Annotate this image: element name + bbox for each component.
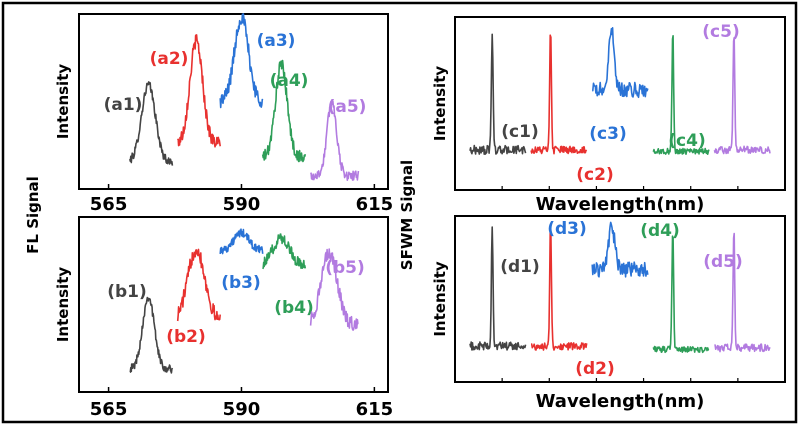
panel-d-xlabel: Wavelength(nm) — [536, 391, 705, 412]
panel-c: Intensity Wavelength(nm) (c1) (c2) (c3) (c4) (… — [431, 16, 786, 215]
series-b1-line — [129, 296, 174, 374]
series-a2-line — [177, 34, 221, 148]
series-c3-line — [591, 26, 649, 99]
series-b4-label: (b4) — [274, 298, 314, 318]
series-b3-line — [219, 228, 264, 255]
panel-b: Intensity 565 590 615 (b1) (b2) (b3) (b4) (b5) — [54, 216, 394, 420]
series-d1-label: (d1) — [500, 257, 540, 277]
panel-a-frame — [78, 13, 389, 190]
series-b2-label: (b2) — [166, 327, 206, 347]
panel-a: Intensity 565 590 615 (a1) (a2) (a3) (a4) (a5) — [54, 13, 394, 215]
series-c1-label: (c1) — [501, 122, 538, 142]
series-d4-label: (d4) — [640, 221, 680, 241]
series-b2-line — [176, 248, 221, 322]
series-a4-label: (a4) — [270, 71, 309, 91]
panel-b-xtick-label: 565 — [90, 399, 128, 420]
series-a1-label: (a1) — [104, 95, 143, 115]
series-c2-label: (c2) — [576, 165, 613, 185]
series-b5-line — [309, 248, 359, 331]
panel-d-ylabel: Intensity — [431, 261, 449, 337]
series-d3-label: (d3) — [547, 219, 587, 239]
panel-c-frame — [454, 16, 786, 191]
series-a4-line — [261, 59, 307, 163]
panel-a-xtick-label: 565 — [90, 194, 128, 215]
series-d5-label: (d5) — [703, 252, 743, 272]
series-d4-line — [652, 235, 710, 354]
series-c4-line — [652, 34, 710, 155]
series-c5-label: (c5) — [702, 22, 739, 42]
panel-d-frame — [454, 215, 786, 383]
series-c5-line — [713, 36, 771, 155]
panel-c-ylabel: Intensity — [431, 66, 449, 142]
series-d3-line — [591, 221, 649, 278]
series-d5-line — [714, 232, 771, 353]
series-a1-line — [129, 81, 174, 166]
series-c3-label: (c3) — [589, 124, 626, 144]
series-d1-line — [469, 226, 527, 351]
right-group-label: SFWM Signal — [398, 160, 416, 270]
panel-b-xtick-label: 590 — [223, 399, 261, 420]
series-a3-line — [219, 13, 264, 109]
series-a5-line — [309, 100, 360, 181]
series-a5-label: (a5) — [328, 97, 367, 117]
series-a3-label: (a3) — [257, 31, 296, 51]
left-group-label: FL Signal — [24, 176, 42, 254]
series-b3-label: (b3) — [221, 273, 261, 293]
panel-d: Intensity Wavelength(nm) (d1) (d2) (d3) (d4) (… — [431, 215, 786, 412]
series-a2-label: (a2) — [150, 49, 189, 69]
series-c1-line — [469, 33, 527, 155]
series-b1-label: (b1) — [107, 282, 147, 302]
panel-a-xtick-label: 615 — [356, 194, 394, 215]
series-b4-line — [262, 233, 307, 270]
panel-a-xtick-label: 590 — [223, 194, 261, 215]
panel-b-xtick-label: 615 — [356, 399, 394, 420]
panel-a-ylabel: Intensity — [54, 64, 72, 140]
panel-b-frame — [78, 216, 389, 393]
series-d2-line — [530, 231, 588, 351]
series-b5-label: (b5) — [325, 258, 365, 278]
series-c2-line — [530, 34, 588, 155]
panel-c-xlabel: Wavelength(nm) — [536, 194, 705, 215]
series-d2-label: (d2) — [575, 359, 615, 379]
series-c4-label: (c4) — [668, 131, 705, 151]
panel-b-ylabel: Intensity — [54, 267, 72, 343]
